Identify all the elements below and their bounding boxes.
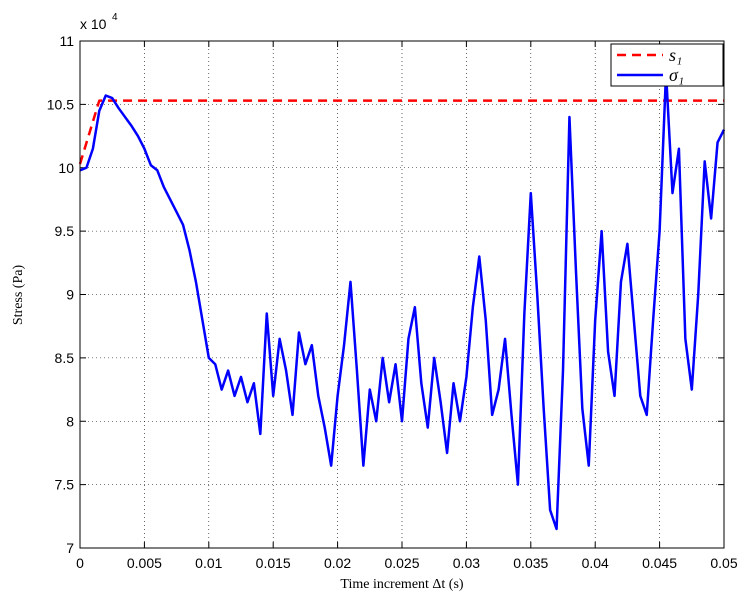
y-scale-exponent: 4 bbox=[112, 12, 118, 23]
y-tick-label: 7.5 bbox=[55, 477, 75, 493]
x-tick-label: 0.01 bbox=[195, 555, 222, 571]
y-tick-label: 10 bbox=[58, 160, 74, 176]
x-tick-label: 0.05 bbox=[710, 555, 737, 571]
x-tick-label: 0.025 bbox=[384, 555, 419, 571]
x-tick-label: 0 bbox=[76, 555, 84, 571]
y-tick-label: 9 bbox=[66, 287, 74, 303]
legend-label: s₁ bbox=[669, 45, 682, 65]
x-tick-label: 0.005 bbox=[127, 555, 162, 571]
x-axis-label: Time increment Δt (s) bbox=[340, 577, 464, 592]
x-tick-label: 0.015 bbox=[256, 555, 291, 571]
x-tick-label: 0.03 bbox=[453, 555, 480, 571]
x-tick-label: 0.045 bbox=[642, 555, 677, 571]
y-tick-label: 9.5 bbox=[55, 223, 75, 239]
legend-box bbox=[610, 43, 724, 87]
data-line bbox=[79, 71, 726, 531]
y-scale-base: x 10 bbox=[80, 16, 107, 32]
x-tick-label: 0.035 bbox=[513, 555, 548, 571]
y-axis-label: Stress (Pa) bbox=[11, 265, 26, 326]
legend-label: σ₁ bbox=[669, 65, 684, 85]
x-tick-label: 0.04 bbox=[582, 555, 609, 571]
x-tick-label: 0.02 bbox=[324, 555, 351, 571]
data-line bbox=[78, 99, 724, 165]
y-tick-label: 8 bbox=[66, 413, 74, 429]
y-tick-label: 10.5 bbox=[47, 96, 74, 112]
y-tick-label: 11 bbox=[59, 33, 74, 49]
plot-frame bbox=[79, 40, 725, 549]
y-tick-label: 7 bbox=[66, 540, 74, 556]
y-tick-label: 8.5 bbox=[55, 350, 75, 366]
